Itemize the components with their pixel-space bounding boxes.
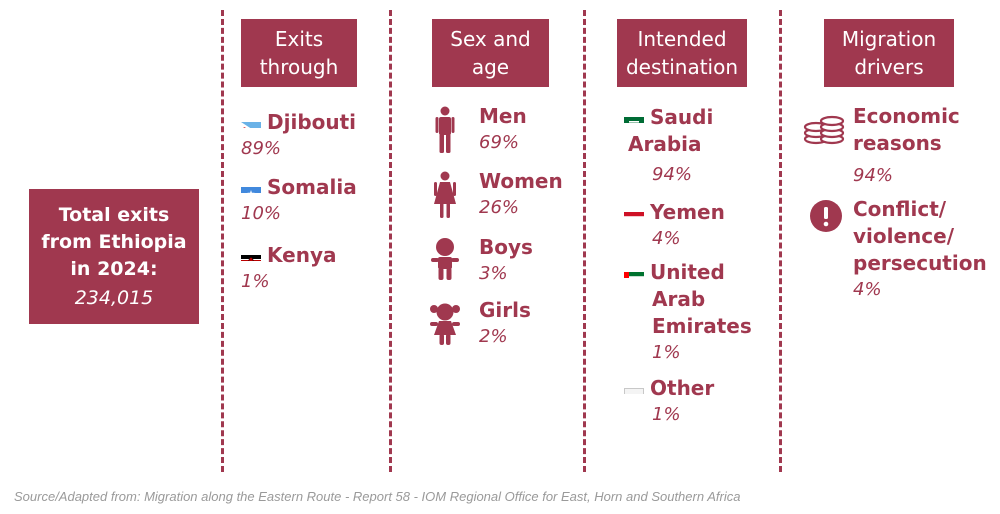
sex-age-name: Boys: [479, 235, 533, 259]
destination-name: Saudi: [650, 105, 714, 129]
header-line: destination: [625, 55, 739, 79]
exit-percent: 10%: [241, 203, 282, 224]
saudi-arabia-flag-icon: [624, 110, 644, 123]
destination-name: Arab: [652, 287, 706, 311]
exit-name: Djibouti: [267, 110, 357, 134]
sex-age-item-girls: Girls 2%: [479, 297, 531, 350]
intended-destination-header: Intended destination: [617, 19, 747, 87]
driver-name: Economic: [853, 104, 960, 128]
exit-name: Somalia: [267, 175, 357, 199]
header-line: age: [471, 55, 510, 79]
uae-flag-icon: [624, 265, 644, 278]
destination-name: Arabia: [628, 132, 702, 156]
exit-item-djibouti: Djibouti 89%: [241, 109, 356, 162]
driver-name: reasons: [853, 131, 942, 155]
destination-item-other: Other 1%: [624, 375, 714, 428]
driver-item-economic: Economic reasons 94%: [853, 103, 960, 189]
driver-name: violence/: [853, 224, 955, 248]
sex-age-item-boys: Boys 3%: [479, 234, 533, 287]
header-line: drivers: [854, 55, 924, 79]
total-value: 234,015: [74, 286, 154, 309]
sex-age-name: Men: [479, 104, 527, 128]
somalia-flag-icon: [241, 180, 261, 193]
sex-age-percent: 26%: [479, 197, 520, 218]
destination-percent: 1%: [652, 342, 681, 363]
destination-item-yemen: Yemen 4%: [624, 199, 725, 252]
destination-percent: 1%: [652, 404, 681, 425]
header-line: Exits: [274, 27, 324, 51]
header-line: through: [259, 55, 339, 79]
divider: [221, 10, 224, 472]
exits-through-header: Exits through: [241, 19, 357, 87]
divider: [389, 10, 392, 472]
driver-item-conflict: Conflict/ violence/ persecution 4%: [853, 196, 987, 303]
driver-percent: 4%: [853, 279, 882, 300]
woman-icon: [434, 171, 456, 218]
destination-name: United: [650, 260, 725, 284]
destination-percent: 94%: [652, 164, 693, 185]
destination-name: Yemen: [650, 200, 725, 224]
divider: [583, 10, 586, 472]
sex-age-header: Sex and age: [432, 19, 549, 87]
total-exits-box: Total exits from Ethiopia in 2024: 234,0…: [29, 189, 199, 324]
coins-icon: [803, 115, 845, 145]
driver-percent: 94%: [853, 165, 894, 186]
source-note: Source/Adapted from: Migration along the…: [14, 489, 741, 504]
destination-item-saudi-arabia: Saudi Arabia 94%: [624, 104, 713, 188]
exclamation-icon: [810, 200, 842, 232]
sex-age-percent: 3%: [479, 263, 508, 284]
driver-name: persecution: [853, 251, 987, 275]
kenya-flag-icon: [241, 248, 261, 261]
header-line: Sex and: [450, 27, 531, 51]
migration-drivers-header: Migration drivers: [824, 19, 954, 87]
boy-icon: [431, 238, 459, 280]
sex-age-percent: 69%: [479, 132, 520, 153]
divider: [779, 10, 782, 472]
sex-age-name: Women: [479, 169, 563, 193]
header-line: Migration: [841, 27, 937, 51]
sex-age-name: Girls: [479, 298, 531, 322]
sex-age-item-men: Men 69%: [479, 103, 527, 156]
exit-item-kenya: Kenya 1%: [241, 242, 336, 295]
djibouti-flag-icon: [241, 115, 261, 128]
total-label-line2: from Ethiopia: [41, 230, 187, 253]
white-flag-icon: [624, 381, 644, 394]
driver-name: Conflict/: [853, 197, 947, 221]
destination-name: Other: [650, 376, 715, 400]
destination-name: Emirates: [652, 314, 752, 338]
girl-icon: [430, 303, 460, 345]
exit-name: Kenya: [267, 243, 337, 267]
total-label-line3: in 2024:: [70, 257, 158, 280]
header-line: Intended: [637, 27, 727, 51]
yemen-flag-icon: [624, 205, 644, 218]
destination-percent: 4%: [652, 228, 681, 249]
destination-item-uae: United Arab Emirates 1%: [624, 259, 752, 366]
sex-age-percent: 2%: [479, 326, 508, 347]
total-label-line1: Total exits: [58, 203, 170, 226]
exit-percent: 1%: [241, 271, 270, 292]
man-icon: [435, 106, 455, 153]
exit-percent: 89%: [241, 138, 282, 159]
exit-item-somalia: Somalia 10%: [241, 174, 357, 227]
sex-age-item-women: Women 26%: [479, 168, 563, 221]
